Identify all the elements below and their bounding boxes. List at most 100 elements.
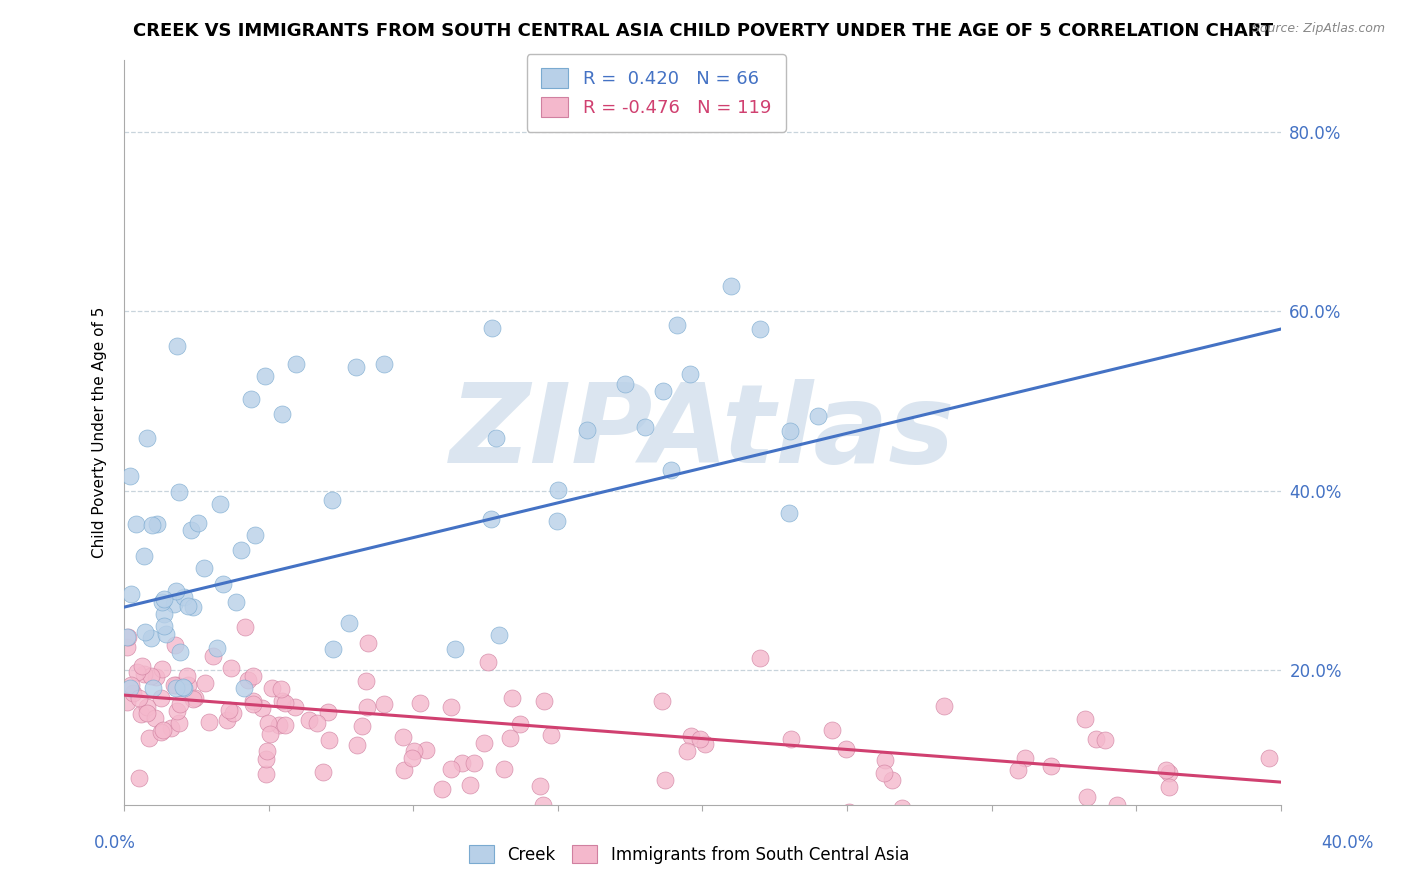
Point bbox=[250, 701, 273, 715]
Point bbox=[218, 703, 240, 717]
Point bbox=[835, 742, 858, 756]
Point bbox=[117, 631, 139, 645]
Point bbox=[165, 681, 187, 695]
Point bbox=[665, 318, 688, 332]
Point bbox=[1014, 750, 1036, 764]
Point bbox=[236, 673, 259, 688]
Point bbox=[242, 698, 264, 712]
Point bbox=[695, 737, 717, 751]
Point bbox=[242, 669, 264, 683]
Point bbox=[208, 497, 231, 511]
Point bbox=[779, 424, 801, 438]
Point bbox=[318, 732, 340, 747]
Point bbox=[485, 431, 508, 445]
Point bbox=[533, 694, 555, 708]
Point bbox=[284, 357, 307, 371]
Point bbox=[274, 696, 297, 710]
Point bbox=[120, 469, 142, 483]
Point bbox=[163, 677, 186, 691]
Point bbox=[891, 801, 914, 815]
Point bbox=[259, 727, 281, 741]
Point bbox=[120, 587, 142, 601]
Point bbox=[932, 699, 955, 714]
Point bbox=[404, 744, 426, 758]
Point bbox=[120, 677, 142, 691]
Point bbox=[1159, 766, 1181, 780]
Point bbox=[807, 409, 830, 424]
Point bbox=[1074, 712, 1097, 726]
Point bbox=[1076, 790, 1098, 805]
Point bbox=[136, 700, 159, 714]
Point bbox=[167, 485, 190, 500]
Point bbox=[499, 731, 522, 746]
Point bbox=[354, 674, 377, 689]
Point bbox=[165, 583, 187, 598]
Text: Source: ZipAtlas.com: Source: ZipAtlas.com bbox=[1251, 22, 1385, 36]
Point bbox=[821, 723, 844, 737]
Point bbox=[128, 771, 150, 785]
Point bbox=[135, 431, 157, 445]
Y-axis label: Child Poverty Under the Age of 5: Child Poverty Under the Age of 5 bbox=[93, 307, 107, 558]
Legend: Creek, Immigrants from South Central Asia: Creek, Immigrants from South Central Asi… bbox=[463, 838, 915, 871]
Point bbox=[194, 676, 217, 690]
Point bbox=[233, 681, 256, 695]
Point bbox=[267, 717, 290, 731]
Point bbox=[173, 681, 195, 695]
Point bbox=[242, 694, 264, 708]
Point bbox=[357, 635, 380, 649]
Point bbox=[165, 678, 187, 692]
Point bbox=[546, 514, 568, 528]
Point bbox=[689, 732, 711, 747]
Point bbox=[183, 692, 205, 706]
Point bbox=[152, 619, 174, 633]
Point bbox=[337, 616, 360, 631]
Point bbox=[679, 367, 702, 381]
Point bbox=[316, 706, 339, 720]
Point bbox=[575, 423, 598, 437]
Point bbox=[229, 543, 252, 558]
Point bbox=[139, 631, 162, 645]
Point bbox=[115, 640, 138, 655]
Point bbox=[1107, 798, 1129, 813]
Point bbox=[1094, 733, 1116, 747]
Point bbox=[118, 681, 141, 695]
Point bbox=[633, 420, 655, 434]
Point bbox=[240, 392, 263, 406]
Point bbox=[451, 756, 474, 771]
Text: 40.0%: 40.0% bbox=[1320, 834, 1374, 852]
Point bbox=[169, 644, 191, 658]
Point bbox=[153, 607, 176, 622]
Point bbox=[150, 662, 173, 676]
Point bbox=[211, 577, 233, 591]
Point bbox=[163, 638, 186, 652]
Point bbox=[312, 764, 335, 779]
Point bbox=[298, 713, 321, 727]
Point bbox=[659, 463, 682, 477]
Point bbox=[321, 493, 343, 508]
Point bbox=[540, 728, 562, 742]
Point bbox=[142, 681, 165, 695]
Point bbox=[356, 699, 378, 714]
Point bbox=[184, 691, 207, 706]
Point bbox=[115, 630, 138, 644]
Point bbox=[651, 694, 673, 708]
Point bbox=[392, 763, 415, 777]
Point bbox=[1154, 763, 1177, 777]
Point bbox=[157, 818, 180, 832]
Point bbox=[346, 738, 368, 752]
Point bbox=[167, 715, 190, 730]
Point bbox=[176, 669, 198, 683]
Point bbox=[134, 625, 156, 640]
Point bbox=[479, 512, 502, 526]
Point bbox=[472, 736, 495, 750]
Point bbox=[131, 659, 153, 673]
Point bbox=[149, 691, 172, 706]
Point bbox=[201, 649, 224, 664]
Point bbox=[205, 640, 228, 655]
Point bbox=[172, 680, 194, 694]
Point bbox=[128, 691, 150, 706]
Point bbox=[177, 599, 200, 613]
Point bbox=[155, 627, 177, 641]
Point bbox=[121, 686, 143, 700]
Point bbox=[166, 338, 188, 352]
